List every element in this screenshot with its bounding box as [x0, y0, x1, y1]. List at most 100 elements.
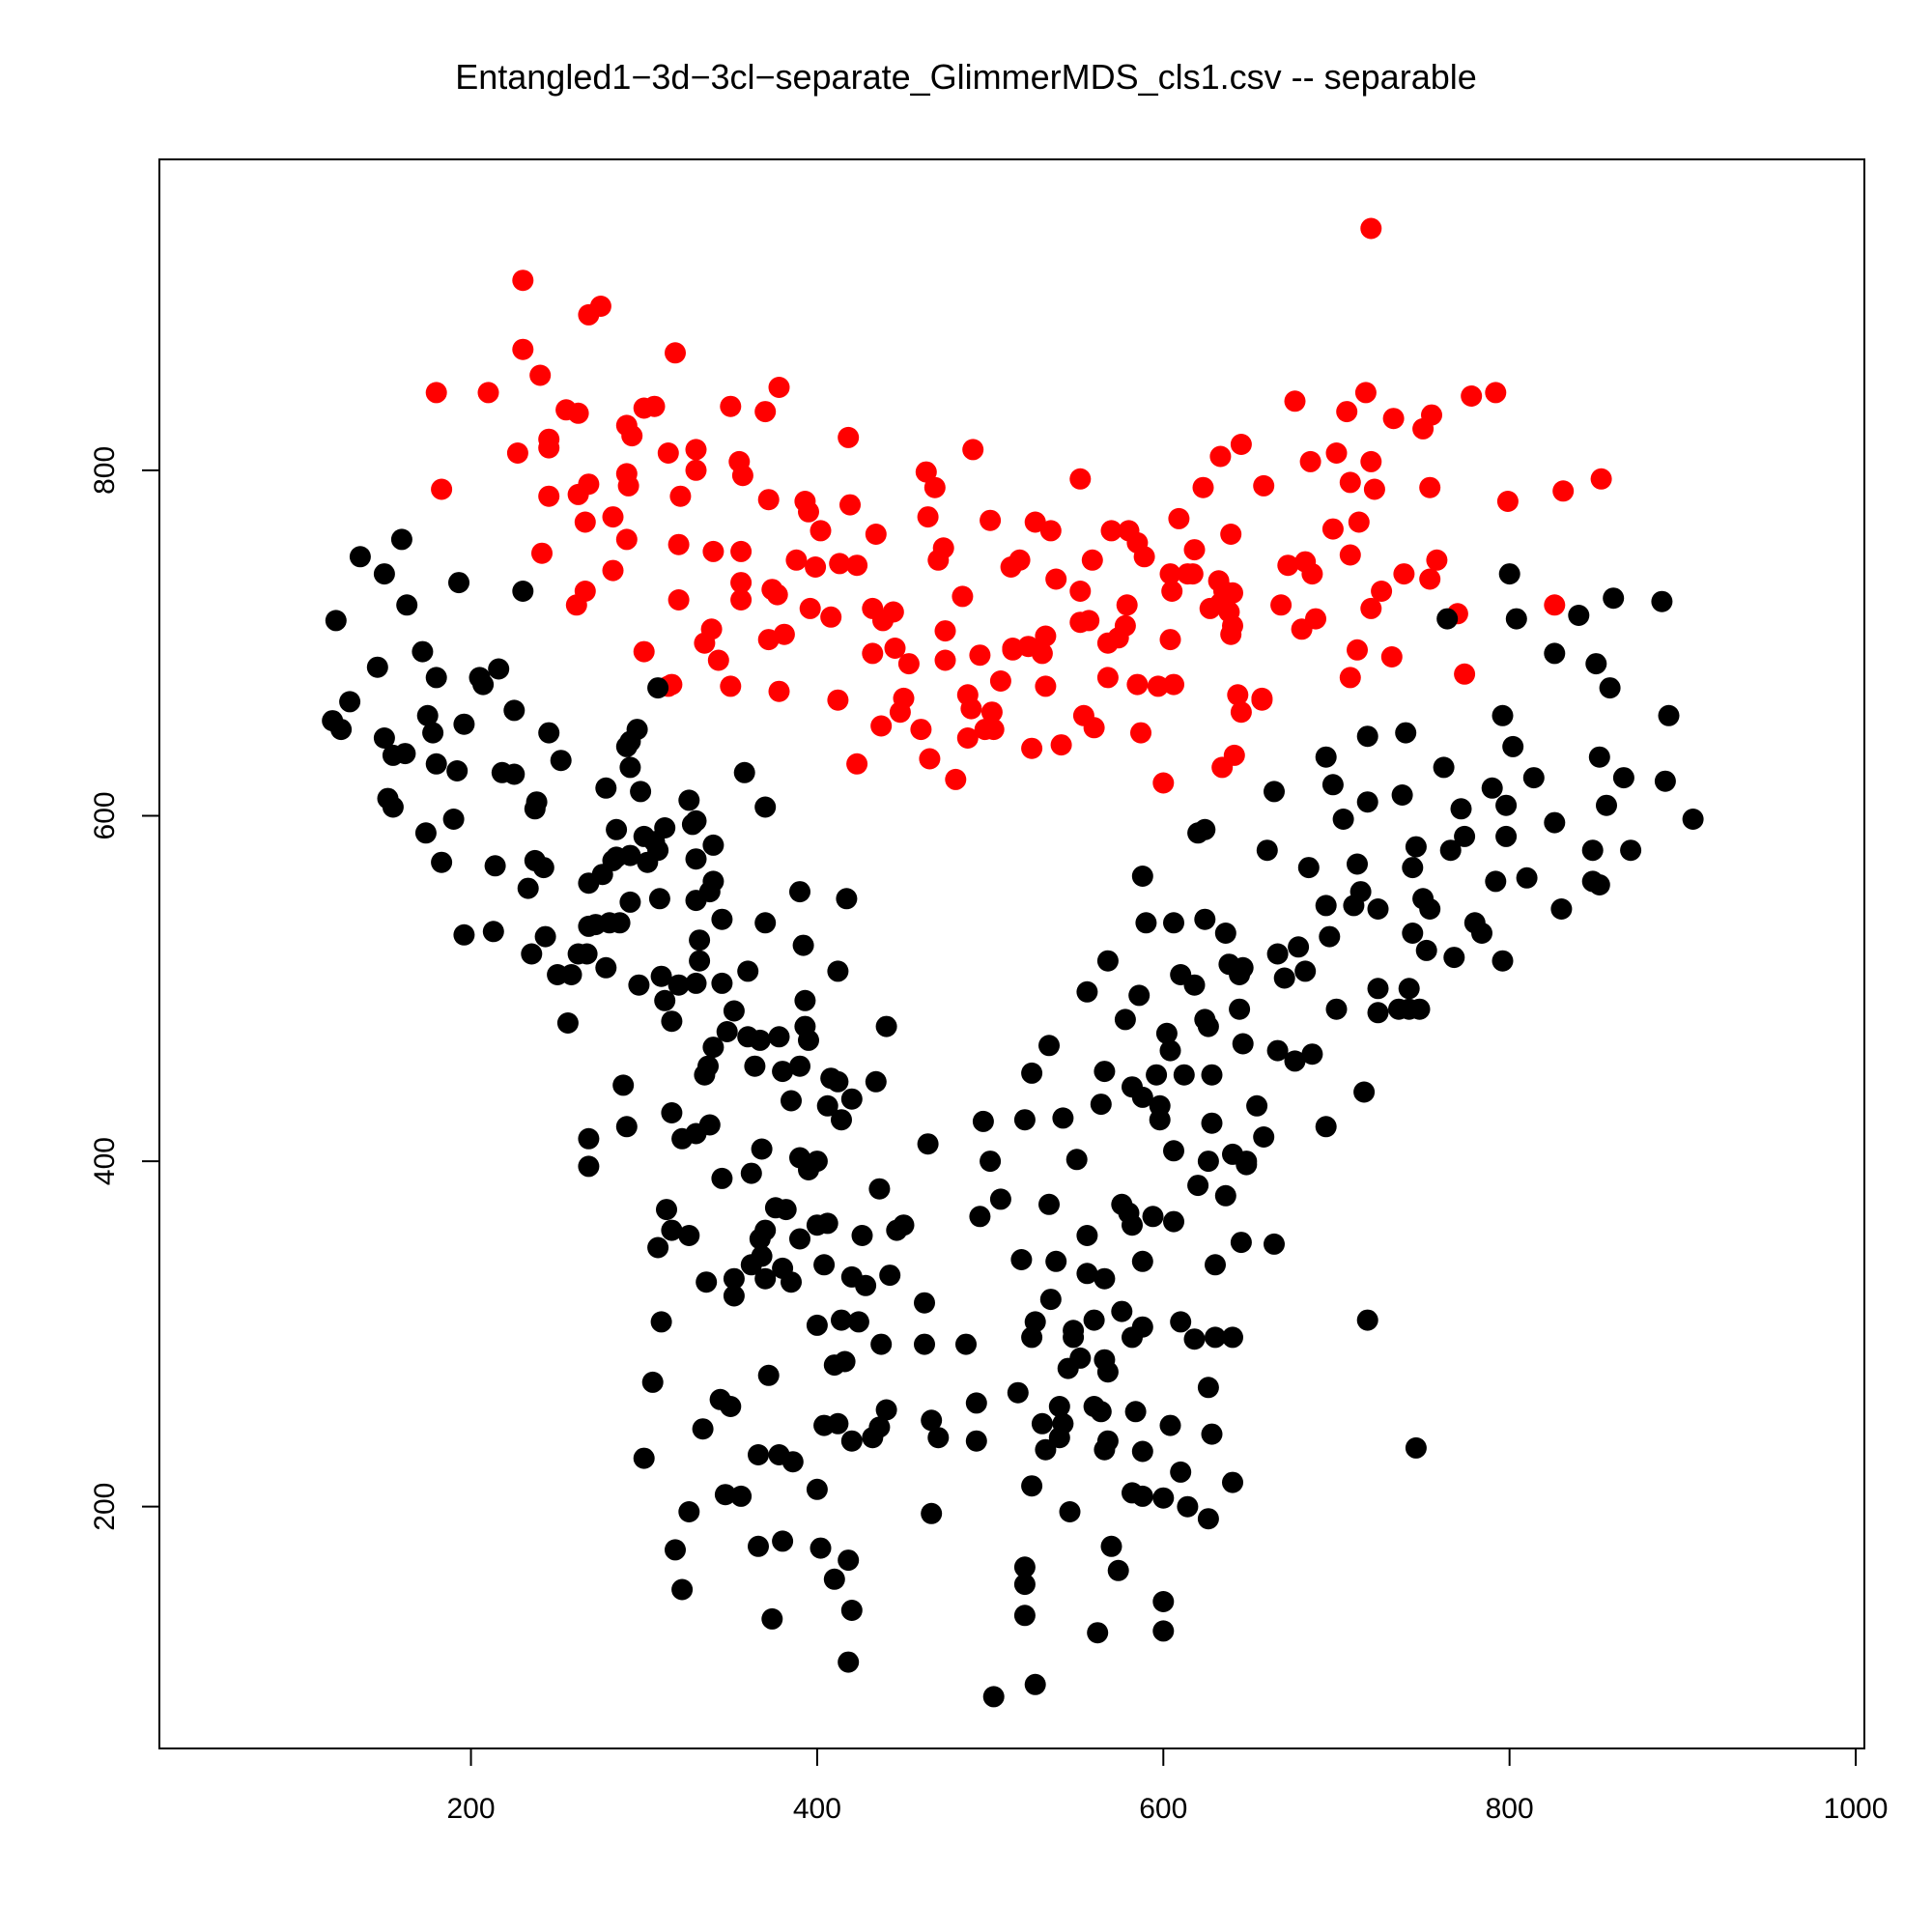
data-point [772, 1061, 794, 1083]
data-point [723, 1285, 745, 1307]
data-point [1266, 1039, 1289, 1062]
x-tick-label: 200 [447, 1793, 496, 1825]
data-point [702, 540, 724, 562]
data-point [1131, 1086, 1153, 1108]
data-point [1168, 507, 1190, 529]
data-point [927, 1427, 950, 1449]
data-point [1024, 1311, 1046, 1333]
data-point [602, 559, 624, 582]
data-point [1336, 401, 1358, 423]
data-point [650, 965, 672, 987]
data-point [1301, 563, 1323, 585]
data-point [1128, 984, 1151, 1007]
data-point [1585, 653, 1607, 675]
data-point [1415, 939, 1437, 961]
data-point [751, 1138, 773, 1160]
data-point [980, 509, 1002, 531]
data-point [1194, 818, 1216, 840]
data-point [1321, 518, 1344, 540]
data-point [1170, 1461, 1192, 1483]
data-point [1214, 923, 1236, 944]
data-point [1187, 1175, 1209, 1197]
data-point [921, 1409, 943, 1432]
data-point [1380, 646, 1403, 668]
data-point [754, 796, 777, 818]
data-point [1229, 998, 1251, 1020]
data-point [1050, 734, 1072, 756]
data-point [1013, 1574, 1036, 1596]
data-point [733, 761, 755, 783]
data-point [1069, 468, 1092, 490]
data-point [1035, 675, 1057, 697]
data-point [1107, 1559, 1129, 1581]
data-point [764, 1197, 786, 1219]
data-point [1492, 704, 1514, 726]
data-point [1163, 1140, 1184, 1162]
data-point [330, 719, 353, 741]
data-point [1496, 491, 1519, 512]
y-tick-label: 600 [89, 791, 121, 839]
data-point [1152, 1591, 1175, 1612]
data-point [578, 1127, 600, 1150]
data-point [1122, 1214, 1143, 1236]
data-point [1002, 638, 1024, 659]
data-point [1197, 1377, 1219, 1399]
data-point [855, 1274, 877, 1296]
data-point [1048, 1427, 1070, 1449]
data-point [547, 964, 569, 985]
data-point [656, 1199, 677, 1221]
data-point [1222, 1471, 1243, 1493]
data-point [838, 1651, 860, 1673]
data-point [422, 722, 444, 744]
data-point [1461, 385, 1483, 407]
data-point [714, 1484, 736, 1506]
data-point [1651, 590, 1673, 612]
data-point [781, 1451, 804, 1473]
data-point [576, 943, 598, 965]
data-point [720, 395, 742, 417]
data-point [962, 439, 984, 461]
data-point [685, 848, 707, 870]
data-point [862, 642, 884, 665]
data-point [865, 524, 887, 545]
data-point [1021, 1475, 1043, 1497]
data-point [1360, 597, 1382, 619]
data-point [754, 1267, 777, 1290]
data-point [989, 670, 1011, 692]
data-point [1246, 1094, 1268, 1117]
data-point [872, 610, 894, 632]
data-point [1356, 725, 1378, 748]
data-point [394, 743, 416, 765]
data-point [810, 1537, 832, 1559]
data-point [669, 485, 692, 507]
data-point [1581, 839, 1604, 862]
data-point [685, 459, 707, 481]
data-point [875, 1399, 897, 1421]
data-point [1209, 445, 1232, 468]
data-point [630, 781, 652, 803]
data-point [875, 1015, 897, 1037]
data-point [1321, 774, 1344, 796]
data-point [1159, 1039, 1181, 1062]
data-point [1035, 1438, 1057, 1461]
data-point [1094, 1438, 1116, 1461]
data-point [453, 713, 475, 735]
data-point [442, 809, 465, 830]
data-point [1291, 618, 1313, 640]
data-point [748, 1535, 769, 1557]
data-point [1395, 722, 1417, 744]
data-point [827, 1412, 849, 1435]
data-point [1159, 563, 1181, 585]
data-point [862, 1427, 884, 1449]
data-point [789, 1055, 810, 1077]
data-point [628, 974, 650, 996]
data-point [1339, 544, 1361, 566]
data-point [730, 1485, 753, 1507]
data-point [781, 1090, 802, 1112]
data-point [1173, 1064, 1195, 1086]
data-point [740, 1162, 762, 1184]
data-point [668, 533, 690, 555]
data-point [831, 1109, 852, 1131]
data-point [1552, 480, 1575, 502]
data-point [665, 1539, 686, 1561]
